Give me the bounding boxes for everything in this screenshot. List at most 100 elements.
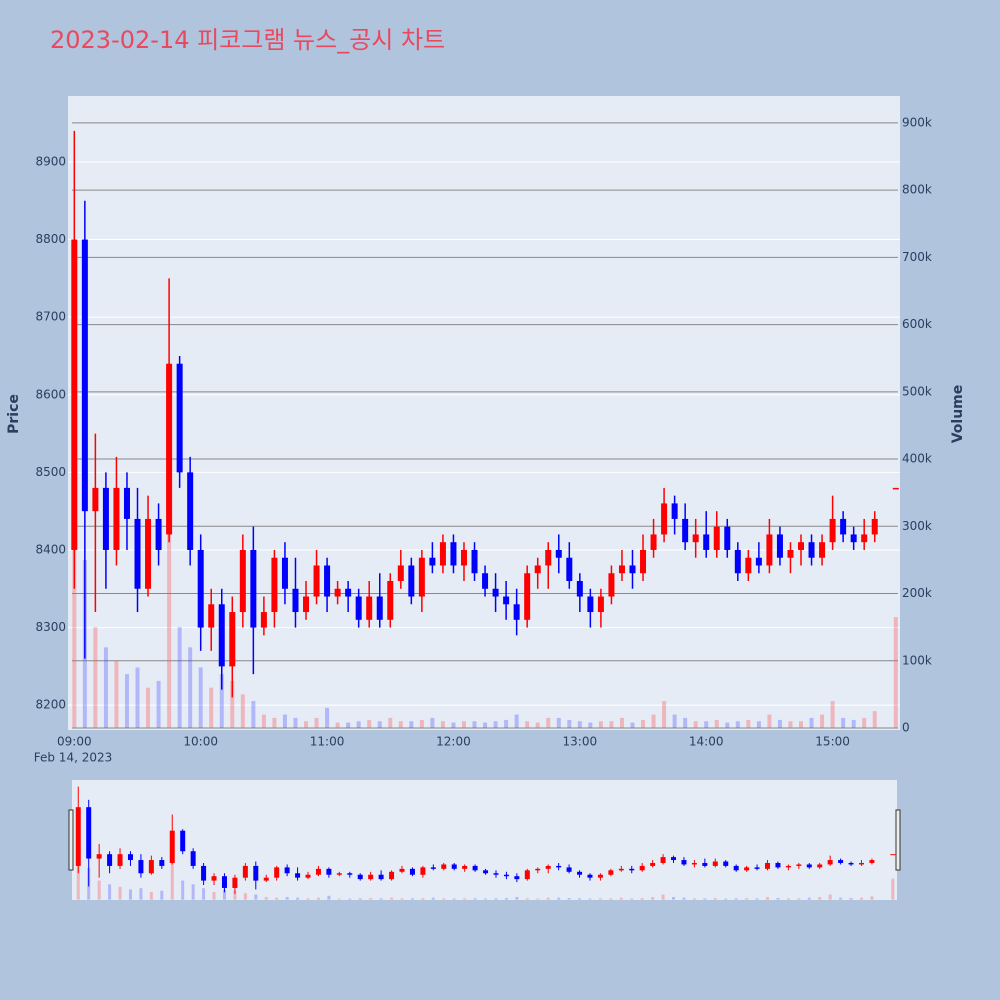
- candle-body: [618, 565, 625, 574]
- slider-volume-bar: [400, 898, 404, 900]
- slider-volume-bar: [191, 884, 195, 900]
- candle-body: [724, 526, 731, 550]
- slider-candle-body: [556, 865, 562, 868]
- candle-body: [587, 596, 594, 613]
- candle-body: [682, 518, 689, 543]
- slider-candle-body: [545, 865, 551, 869]
- slider-volume-bar: [421, 898, 425, 900]
- candle-body: [176, 363, 183, 473]
- candle-body: [734, 549, 741, 574]
- volume-bar: [504, 719, 509, 728]
- candle-body: [808, 542, 815, 558]
- slider-handle[interactable]: [895, 809, 901, 871]
- slider-candle-body: [765, 862, 771, 869]
- candle-body: [460, 549, 467, 566]
- slider-volume-bar: [222, 889, 226, 900]
- volume-bar: [135, 667, 140, 728]
- slider-volume-bar: [118, 886, 122, 900]
- volume-bar: [251, 701, 256, 728]
- slider-candle-body: [305, 874, 311, 878]
- volume-bar: [777, 719, 782, 728]
- candle-body: [755, 557, 762, 566]
- slider-candle-body: [838, 860, 844, 863]
- volume-bar: [672, 714, 677, 728]
- candle-body: [218, 604, 225, 667]
- candle-body: [439, 542, 446, 566]
- y2-tick-label: 500k: [902, 384, 932, 398]
- candle-body: [608, 573, 615, 597]
- slider-candle-body: [493, 873, 499, 875]
- volume-bar: [219, 674, 224, 728]
- volume-bar: [156, 680, 161, 728]
- candle-body: [92, 487, 99, 512]
- slider-volume-bar: [316, 897, 320, 900]
- slider-candle-body: [242, 865, 248, 878]
- slider-volume-bar: [609, 898, 613, 900]
- volume-bar: [735, 721, 740, 728]
- y2-tick-label: 300k: [902, 519, 932, 533]
- slider-volume-bar: [149, 891, 153, 900]
- volume-bar: [440, 721, 445, 728]
- candle-body: [892, 487, 899, 490]
- slider-candle-body: [827, 860, 833, 865]
- slider-candle-body: [96, 854, 102, 859]
- candle-body: [408, 565, 415, 597]
- slider-volume-bar: [170, 858, 174, 900]
- slider-candle-body: [148, 860, 154, 874]
- candle-body: [629, 565, 636, 574]
- slider-candle-body: [806, 864, 812, 868]
- slider-volume-bar: [745, 898, 749, 900]
- slider-volume-bar: [515, 897, 519, 900]
- y2-tick-label: 0: [902, 720, 910, 734]
- candle-body: [123, 487, 130, 519]
- candle-body: [281, 557, 288, 589]
- slider-volume-bar: [128, 889, 132, 900]
- slider-candle-body: [368, 874, 374, 880]
- slider-candle-body: [712, 861, 718, 866]
- volume-bar: [198, 667, 203, 728]
- slider-candle-body: [660, 857, 666, 863]
- slider-volume-bar: [703, 898, 707, 900]
- volume-bar: [577, 721, 582, 728]
- slider-volume-bar: [859, 897, 863, 900]
- slider-volume-bar: [348, 898, 352, 900]
- slider-candle-body: [253, 865, 259, 881]
- y2-tick-label: 100k: [902, 653, 932, 667]
- candle-body: [387, 581, 394, 620]
- slider-volume-bar: [97, 880, 101, 900]
- volume-bar: [851, 719, 856, 728]
- candle-body: [534, 565, 541, 574]
- x-tick-label: 09:00: [57, 735, 92, 749]
- candle-body: [840, 518, 847, 535]
- candle-body: [376, 596, 383, 620]
- x-tick-label: 13:00: [563, 735, 598, 749]
- volume-bar: [304, 721, 309, 728]
- volume-bar: [567, 719, 572, 728]
- volume-bar: [756, 721, 761, 728]
- slider-volume-bar: [661, 894, 665, 900]
- range-slider[interactable]: [72, 780, 897, 900]
- slider-volume-bar: [76, 855, 80, 900]
- slider-volume-bar: [327, 895, 331, 900]
- volume-bar: [282, 714, 287, 728]
- volume-bar: [693, 721, 698, 728]
- slider-volume-bar: [254, 894, 258, 900]
- candle-body: [418, 557, 425, 597]
- candle-body: [102, 487, 109, 550]
- slider-candle-body: [733, 865, 739, 871]
- slider-handle[interactable]: [68, 809, 74, 871]
- slider-candle-body: [336, 873, 342, 875]
- slider-volume-bar: [379, 898, 383, 900]
- y-tick-label: 8400: [35, 542, 66, 556]
- volume-bar: [809, 717, 814, 728]
- slider-volume-bar: [567, 898, 571, 900]
- candle-body: [776, 534, 783, 558]
- y2-tick-label: 200k: [902, 586, 932, 600]
- slider-volume-bar: [849, 898, 853, 900]
- candle-body: [787, 549, 794, 558]
- slider-volume-bar: [504, 898, 508, 900]
- slider-candle-body: [618, 868, 624, 871]
- volume-bar: [493, 721, 498, 728]
- volume-bar: [872, 711, 877, 728]
- y2-tick-label: 400k: [902, 452, 932, 466]
